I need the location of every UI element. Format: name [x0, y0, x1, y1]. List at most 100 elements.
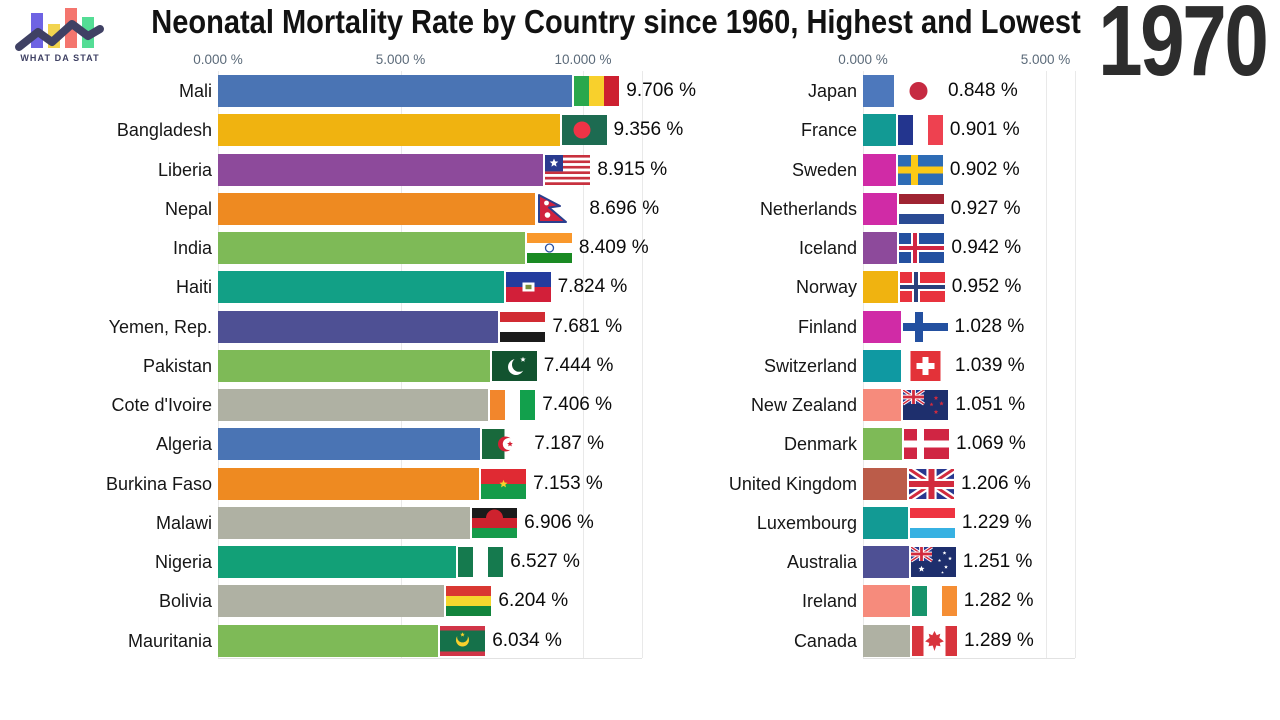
bar-bolivia: [218, 585, 445, 618]
bar-sweden: [863, 153, 896, 186]
value-label-nigeria: 6.527 %: [510, 551, 580, 572]
country-label-malawi: Malawi: [155, 512, 212, 533]
bar-algeria: [218, 428, 481, 461]
chart-title: Neonatal Mortality Rate by Country since…: [151, 3, 1081, 40]
plot-bottom-border: [218, 658, 642, 659]
value-label-mali: 9.706 %: [626, 80, 697, 101]
country-label-bangladesh: Bangladesh: [116, 120, 212, 141]
newzealand-flag-icon: [902, 388, 949, 420]
value-label-norway: 0.952 %: [951, 276, 1022, 298]
country-label-mali: Mali: [178, 81, 212, 101]
country-label-mauritania: Mauritania: [127, 630, 212, 651]
bar-india: [218, 232, 525, 264]
bar-luxembourg: [863, 506, 908, 539]
country-label-australia: Australia: [786, 552, 857, 572]
value-label-finland: 1.028 %: [954, 315, 1025, 337]
luxembourg-flag-icon: [909, 507, 955, 538]
year-display: 1970: [1097, 0, 1269, 97]
bolivia-flag-icon: [446, 586, 492, 617]
value-label-canada: 1.289 %: [964, 629, 1034, 651]
bar-iceland: [863, 232, 898, 264]
pakistan-flag-icon: [491, 350, 537, 381]
value-label-australia: 1.251 %: [962, 551, 1033, 572]
bangladesh-flag-icon: [561, 115, 607, 146]
logo-text: WHAT DA STAT: [20, 53, 100, 63]
country-label-canada: Canada: [793, 630, 857, 651]
whatdastat-logo: WHAT DA STAT: [12, 4, 108, 68]
bar-nepal: [218, 192, 536, 225]
value-label-bolivia: 6.204 %: [498, 590, 569, 612]
plot-bottom-border: [863, 658, 1075, 659]
country-label-luxembourg: Luxembourg: [756, 512, 857, 533]
uk-flag-icon: [907, 465, 956, 502]
denmark-flag-icon: [904, 429, 949, 460]
bar-cotedivoire: [218, 389, 489, 421]
country-label-denmark: Denmark: [783, 434, 857, 455]
bar-pakistan: [218, 349, 490, 382]
country-label-burkinafaso: Burkina Faso: [105, 473, 212, 494]
country-label-switzerland: Switzerland: [763, 355, 857, 376]
bar-nigeria: [218, 546, 457, 578]
country-label-newzealand: New Zealand: [750, 395, 857, 415]
axis-gridline: [583, 71, 584, 658]
cotedivoire-flag-icon: [490, 390, 536, 420]
axis-tick-label: 10.000 %: [554, 52, 612, 67]
value-label-pakistan: 7.444 %: [543, 354, 614, 376]
value-label-india: 8.409 %: [578, 237, 649, 258]
value-label-yemen: 7.681 %: [552, 315, 623, 337]
country-label-haiti: Haiti: [175, 277, 212, 298]
country-label-norway: Norway: [795, 277, 857, 298]
bar-uk: [863, 467, 907, 500]
bar-malawi: [218, 506, 471, 539]
france-flag-icon: [897, 115, 943, 146]
bar-bangladesh: [218, 114, 560, 147]
bar-haiti: [218, 271, 504, 304]
bar-australia: [863, 546, 909, 578]
value-label-france: 0.901 %: [949, 119, 1020, 141]
algeria-flag-icon: [482, 429, 528, 460]
value-label-iceland: 0.942 %: [951, 237, 1022, 258]
country-label-yemen: Yemen, Rep.: [108, 316, 212, 337]
axis-tick-label: 0.000 %: [838, 52, 888, 67]
country-label-france: France: [800, 120, 857, 141]
nepal-flag-icon: [537, 193, 582, 224]
value-label-uk: 1.206 %: [961, 472, 1031, 494]
value-label-burkinafaso: 7.153 %: [533, 472, 603, 494]
finland-flag-icon: [902, 311, 948, 342]
value-label-netherlands: 0.927 %: [950, 197, 1021, 219]
plot-right-edge: [642, 71, 643, 658]
country-label-nepal: Nepal: [164, 198, 212, 219]
value-label-nepal: 8.696 %: [589, 197, 660, 219]
value-label-luxembourg: 1.229 %: [961, 511, 1032, 533]
canada-flag-icon: [912, 625, 957, 656]
burkinafaso-flag-icon: [481, 468, 527, 499]
value-label-ireland: 1.282 %: [963, 590, 1034, 612]
bar-switzerland: [863, 349, 901, 382]
switzerland-flag-icon: [903, 350, 948, 381]
country-label-finland: Finland: [797, 316, 857, 337]
haiti-flag-icon: [505, 272, 551, 303]
bar-mali: [218, 75, 573, 107]
ireland-flag-icon: [911, 586, 957, 617]
australia-flag-icon: [909, 545, 956, 577]
iceland-flag-icon: [899, 233, 945, 263]
liberia-flag-icon: [545, 154, 591, 185]
logo-graphic: [15, 8, 104, 51]
bar-norway: [863, 271, 898, 304]
country-label-cotedivoire: Cote d'Ivoire: [111, 395, 213, 415]
netherlands-flag-icon: [898, 193, 944, 224]
sweden-flag-icon: [897, 154, 943, 185]
axis-gridline: [1045, 71, 1047, 658]
value-label-japan: 0.848 %: [948, 80, 1018, 101]
bar-yemen: [218, 310, 499, 343]
bar-france: [863, 114, 896, 147]
value-label-algeria: 7.187 %: [534, 433, 605, 455]
value-label-haiti: 7.824 %: [557, 276, 628, 298]
value-label-bangladesh: 9.356 %: [613, 119, 684, 141]
bar-finland: [863, 310, 901, 343]
country-label-pakistan: Pakistan: [142, 355, 212, 376]
country-label-netherlands: Netherlands: [759, 198, 857, 219]
plot-right-edge: [1075, 71, 1076, 658]
country-label-uk: United Kingdom: [728, 473, 857, 494]
